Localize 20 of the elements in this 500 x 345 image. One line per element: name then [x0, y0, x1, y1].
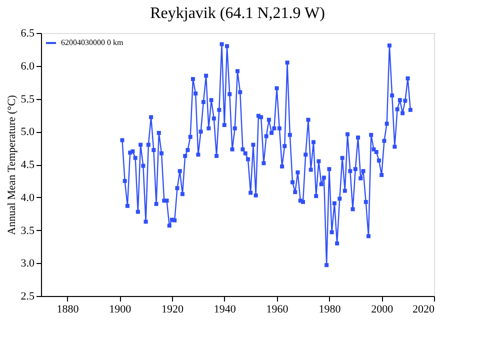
y-tick-label: 3.5: [20, 224, 35, 237]
x-tick-label: 1940: [214, 304, 236, 316]
y-tick-label: 5.5: [20, 93, 35, 106]
legend-label: 62004030000 0 km: [61, 38, 124, 47]
y-tick-label: 5.0: [20, 126, 35, 138]
x-tick-label: 1980: [318, 304, 342, 316]
y-tick-label: 2.5: [20, 290, 35, 302]
y-tick-label: 3.0: [20, 258, 35, 270]
x-tick-label: 2020: [412, 304, 435, 316]
y-axis-title: Annual Mean Temperature (°C): [6, 94, 18, 235]
y-tick-label: 6.5: [20, 28, 35, 40]
x-tick-label: 1920: [162, 304, 184, 316]
x-tick-label: 2000: [371, 304, 394, 316]
x-tick-label: 1880: [56, 304, 80, 316]
chart-title: Reykjavik (64.1 N,21.9 W): [150, 5, 325, 22]
y-tick-label: 4.0: [20, 192, 35, 204]
y-tick-label: 4.5: [20, 159, 35, 171]
x-tick-label: 1900: [109, 304, 132, 316]
x-tick-label: 1960: [266, 304, 289, 316]
y-tick-label: 6.0: [20, 60, 35, 72]
